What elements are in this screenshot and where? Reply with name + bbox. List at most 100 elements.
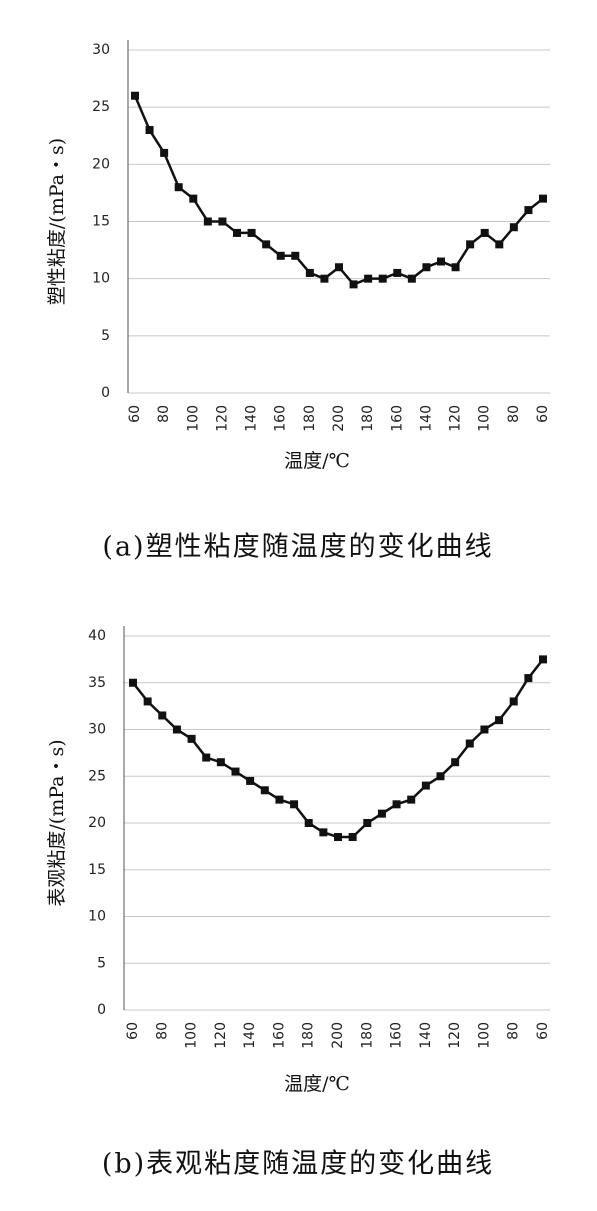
y-tick-label: 0	[101, 385, 110, 401]
x-tick-label: 160	[389, 1022, 405, 1049]
x-tick-label: 80	[156, 405, 172, 423]
marker	[160, 148, 169, 157]
marker	[320, 274, 329, 283]
marker	[364, 274, 373, 283]
y-tick-label: 10	[88, 909, 106, 925]
marker	[231, 767, 240, 776]
marker	[407, 274, 416, 283]
marker	[509, 697, 518, 706]
y-axis-title: 塑性粘度/(mPa・s)	[46, 138, 68, 305]
marker	[422, 263, 431, 272]
x-tick-label: 180	[360, 405, 376, 432]
x-tick-label: 100	[184, 1022, 200, 1049]
marker	[189, 194, 198, 203]
y-tick-label: 25	[92, 99, 110, 115]
marker	[363, 819, 372, 827]
marker	[495, 240, 504, 249]
y-tick-label: 20	[88, 815, 106, 831]
marker	[495, 716, 504, 725]
x-tick-label: 80	[506, 405, 522, 423]
x-axis-title: 温度/℃	[284, 1073, 350, 1095]
marker	[158, 711, 167, 720]
x-tick-label: 60	[535, 405, 551, 423]
marker	[129, 678, 137, 687]
marker	[334, 833, 342, 842]
x-tick-label: 80	[154, 1022, 170, 1040]
y-tick-label: 30	[88, 722, 106, 738]
y-tick-label: 15	[88, 862, 106, 878]
marker	[247, 228, 256, 237]
series-line	[132, 658, 544, 839]
marker	[202, 753, 211, 762]
x-tick-label: 120	[447, 1022, 463, 1049]
marker	[145, 126, 154, 135]
marker	[172, 725, 181, 734]
y-tick-label: 25	[88, 768, 106, 784]
y-tick-label: 40	[88, 628, 106, 644]
series-line	[133, 95, 544, 286]
marker	[480, 725, 489, 734]
marker	[451, 758, 460, 767]
x-tick-label: 140	[418, 1022, 434, 1049]
marker	[349, 280, 358, 289]
marker	[216, 758, 225, 767]
y-tick-label: 0	[97, 1002, 106, 1018]
x-tick-label: 140	[244, 405, 260, 432]
marker	[260, 786, 269, 795]
marker	[377, 809, 386, 818]
marker	[393, 268, 402, 277]
marker	[524, 206, 533, 215]
x-tick-label: 180	[302, 405, 318, 432]
marker	[509, 223, 518, 232]
y-tick-label: 30	[92, 42, 110, 58]
marker	[203, 217, 212, 226]
caption: (b)表观粘度随温度的变化曲线	[102, 1149, 494, 1180]
marker	[451, 263, 460, 272]
x-tick-label: 120	[214, 405, 230, 432]
marker	[291, 251, 300, 260]
marker	[262, 240, 271, 249]
marker	[187, 734, 196, 743]
marker	[465, 739, 474, 748]
x-tick-label: 160	[271, 1022, 287, 1049]
y-axis-title: 表观粘度/(mPa・s)	[46, 739, 68, 906]
marker	[131, 91, 139, 100]
x-tick-label: 60	[535, 1022, 551, 1040]
x-axis-title: 温度/℃	[284, 450, 350, 472]
x-tick-label: 60	[125, 1022, 141, 1040]
caption: (a)塑性粘度随温度的变化曲线	[102, 532, 493, 563]
y-tick-label: 20	[92, 156, 110, 172]
x-tick-label: 100	[185, 405, 201, 432]
marker	[290, 800, 299, 809]
marker	[319, 828, 328, 837]
marker	[421, 781, 430, 790]
marker	[143, 697, 152, 706]
y-tick-label: 35	[88, 675, 106, 691]
marker	[524, 674, 533, 683]
marker	[539, 655, 547, 664]
marker	[539, 194, 547, 203]
marker	[276, 251, 285, 260]
marker	[246, 776, 255, 785]
y-tick-label: 10	[92, 271, 110, 287]
x-tick-label: 60	[127, 405, 143, 423]
marker	[305, 268, 314, 277]
x-tick-label: 200	[330, 1022, 346, 1049]
marker	[174, 183, 183, 192]
marker	[304, 819, 313, 827]
marker	[466, 240, 475, 249]
x-tick-label: 180	[359, 1022, 375, 1049]
x-tick-label: 140	[418, 405, 434, 432]
marker	[335, 263, 343, 272]
x-tick-label: 100	[477, 405, 493, 432]
x-tick-label: 100	[476, 1022, 492, 1049]
marker	[378, 274, 387, 283]
x-tick-label: 120	[448, 405, 464, 432]
marker	[480, 228, 489, 237]
x-tick-label: 200	[331, 405, 347, 432]
y-tick-label: 5	[97, 955, 106, 971]
marker	[348, 833, 357, 842]
marker	[436, 772, 445, 781]
x-tick-label: 160	[389, 405, 405, 432]
